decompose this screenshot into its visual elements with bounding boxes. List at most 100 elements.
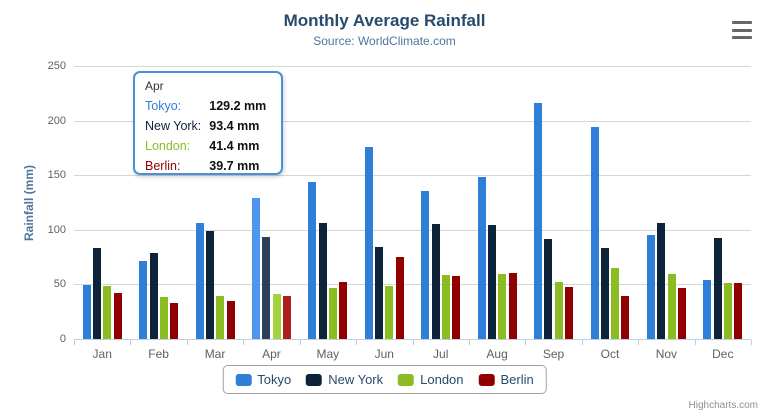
bar-berlin-apr[interactable] (282, 295, 291, 339)
bar-tokyo-jan[interactable] (82, 284, 91, 339)
y-axis-label: 50 (53, 278, 66, 291)
bar-new-york-dec[interactable] (713, 238, 722, 339)
bar-tokyo-may[interactable] (308, 181, 317, 339)
bar-new-york-jan[interactable] (93, 247, 102, 339)
tooltip-series-label: Berlin: (145, 159, 181, 173)
y-axis-label: 0 (59, 333, 66, 345)
bar-new-york-aug[interactable] (488, 225, 496, 339)
bar-new-york-jul[interactable] (431, 224, 440, 339)
x-axis-label: Feb (148, 347, 169, 361)
legend-item-new-york[interactable]: New York (306, 372, 383, 387)
highcharts-credit[interactable]: Highcharts.com (688, 400, 758, 411)
bar-london-jan[interactable] (103, 285, 112, 339)
y-axis-label: 200 (47, 114, 66, 127)
x-axis-label: Nov (655, 347, 678, 361)
bar-tokyo-jul[interactable] (421, 190, 430, 339)
bar-berlin-jun[interactable] (395, 256, 404, 339)
legend-swatch-icon (235, 373, 252, 386)
legend-label: London (420, 372, 464, 387)
bar-tokyo-feb[interactable] (139, 260, 148, 339)
x-axis-tick (638, 340, 640, 345)
y-axis-label: 100 (47, 223, 66, 236)
legend-item-tokyo[interactable]: Tokyo (235, 372, 291, 387)
bar-tokyo-mar[interactable] (195, 222, 204, 339)
x-axis-tick (130, 340, 132, 345)
x-axis-line (74, 339, 751, 340)
context-menu-button[interactable] (732, 20, 752, 40)
bar-berlin-sep[interactable] (565, 287, 573, 339)
bar-berlin-nov[interactable] (677, 287, 686, 339)
bar-new-york-oct[interactable] (600, 247, 609, 339)
y-gridline (74, 175, 751, 177)
tooltip-series-label: London: (145, 139, 191, 153)
bar-berlin-jul[interactable] (452, 276, 461, 339)
x-axis-tick (694, 340, 696, 345)
bar-london-nov[interactable] (667, 274, 676, 339)
x-axis-tick (356, 340, 358, 345)
bar-berlin-oct[interactable] (621, 296, 630, 339)
legend-swatch-icon (306, 373, 323, 386)
y-axis-label: 250 (47, 60, 66, 72)
bar-berlin-mar[interactable] (226, 301, 235, 339)
legend-item-london[interactable]: London (398, 372, 464, 387)
bar-tokyo-nov[interactable] (646, 234, 655, 339)
chart-title: Monthly Average Rainfall (283, 11, 486, 30)
bar-new-york-may[interactable] (318, 223, 327, 339)
bar-london-aug[interactable] (498, 273, 507, 339)
legend: Tokyo New York London Berlin (222, 365, 547, 394)
bar-london-jul[interactable] (441, 274, 450, 339)
bar-new-york-jun[interactable] (375, 246, 384, 339)
legend-swatch-icon (398, 373, 415, 386)
bar-london-feb[interactable] (159, 296, 168, 339)
bar-london-apr[interactable] (272, 293, 281, 339)
tooltip-series-value: 129.2 mm (209, 99, 267, 113)
y-gridline (74, 229, 751, 231)
x-axis-tick (186, 340, 188, 345)
bar-new-york-mar[interactable] (205, 231, 214, 339)
x-axis-tick (468, 340, 470, 345)
legend-label: Tokyo (257, 372, 292, 387)
y-gridline (74, 284, 751, 286)
legend-swatch-icon (478, 373, 495, 386)
hamburger-menu-icon (732, 21, 752, 24)
legend-label: New York (328, 372, 384, 387)
x-axis-label: Oct (600, 347, 620, 361)
bar-new-york-apr[interactable] (262, 237, 271, 339)
bar-tokyo-jun[interactable] (364, 146, 373, 339)
bar-tokyo-oct[interactable] (590, 127, 599, 339)
bar-tokyo-dec[interactable] (703, 279, 712, 339)
bar-berlin-jan[interactable] (113, 292, 122, 339)
legend-item-berlin[interactable]: Berlin (478, 372, 534, 387)
y-gridline (74, 66, 751, 67)
bar-london-may[interactable] (329, 287, 337, 339)
bar-london-mar[interactable] (216, 296, 225, 339)
tooltip-series-label: Tokyo: (145, 99, 182, 113)
bar-london-sep[interactable] (554, 281, 563, 339)
tooltip-row: Tokyo: 129.2 mm (145, 97, 266, 117)
bar-tokyo-apr[interactable] (252, 197, 260, 339)
bar-tokyo-sep[interactable] (534, 102, 543, 339)
tooltip-series-value: 41.4 mm (209, 139, 260, 153)
x-axis-tick (243, 340, 245, 345)
x-axis-tick (525, 340, 527, 345)
bar-berlin-dec[interactable] (734, 283, 743, 339)
bar-london-dec[interactable] (723, 283, 732, 339)
bar-london-oct[interactable] (611, 267, 620, 339)
bar-berlin-feb[interactable] (170, 302, 179, 339)
x-axis-label: May (316, 347, 340, 361)
bar-london-jun[interactable] (385, 286, 394, 339)
bar-new-york-sep[interactable] (544, 239, 553, 339)
x-axis-tick (751, 340, 752, 345)
x-axis-label: Jun (374, 347, 394, 361)
hamburger-menu-icon (732, 28, 752, 32)
bar-tokyo-aug[interactable] (477, 176, 486, 339)
bar-berlin-may[interactable] (339, 281, 348, 339)
x-axis-label: Mar (204, 347, 226, 361)
bar-new-york-nov[interactable] (657, 222, 666, 339)
bar-new-york-feb[interactable] (149, 253, 158, 339)
tooltip-rows: Tokyo: 129.2 mm New York: 93.4 mm London: 41.… (145, 97, 266, 177)
bar-berlin-aug[interactable] (508, 273, 517, 339)
chart-subtitle: Source: WorldClimate.com (313, 34, 456, 48)
